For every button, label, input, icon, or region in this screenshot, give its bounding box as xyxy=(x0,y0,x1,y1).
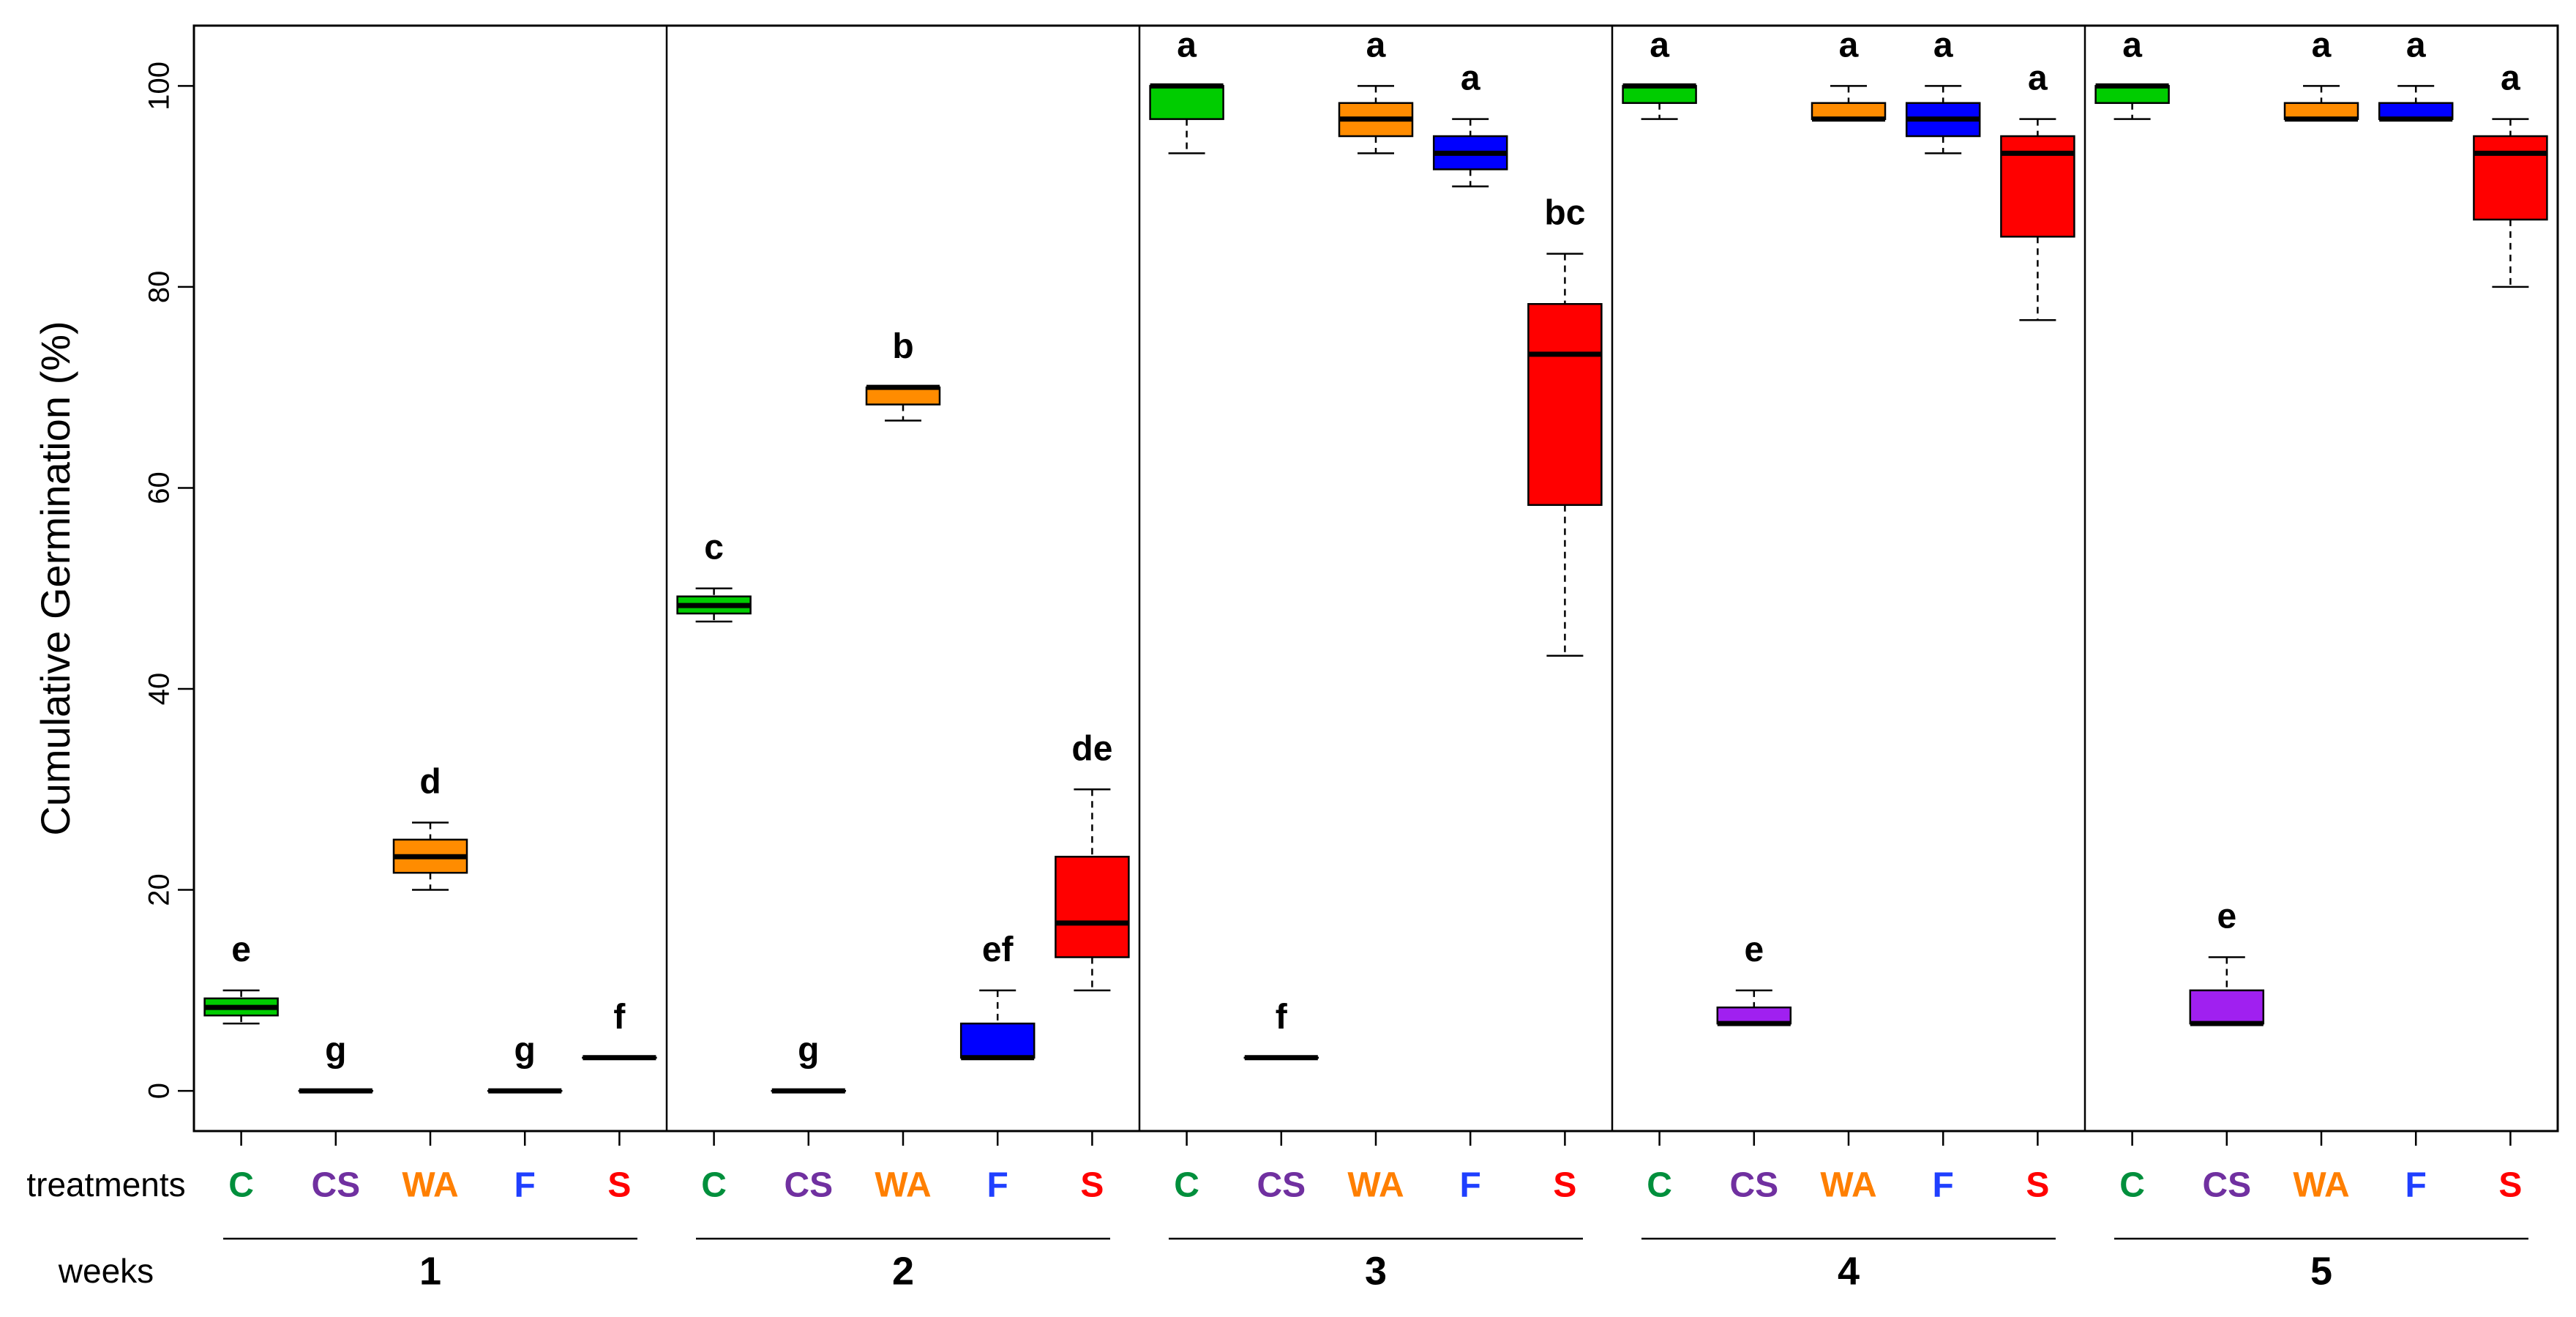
treatment-label-s: S xyxy=(1553,1166,1576,1205)
iqr-box xyxy=(1149,85,1224,120)
treatment-label-cs: CS xyxy=(1257,1166,1306,1205)
box-week4-f xyxy=(1905,85,1981,154)
box-week5-s xyxy=(2473,118,2548,288)
treatment-label-cs: CS xyxy=(1729,1166,1778,1205)
iqr-box xyxy=(959,1022,1036,1059)
box-week3-c xyxy=(1149,83,1224,154)
treatment-label-wa: WA xyxy=(875,1166,931,1205)
iqr-box xyxy=(1055,855,1130,958)
significance-letter: a xyxy=(2312,26,2332,64)
treatment-label-cs: CS xyxy=(311,1166,360,1205)
significance-letter: a xyxy=(2122,26,2142,64)
significance-letter: e xyxy=(1744,930,1764,969)
box-week4-wa xyxy=(1811,85,1887,122)
significance-letter: a xyxy=(1650,26,1669,64)
week-label-1: 1 xyxy=(419,1249,441,1293)
iqr-box xyxy=(2189,989,2265,1025)
y-tick-label: 0 xyxy=(143,1083,176,1099)
significance-letter: ef xyxy=(982,930,1014,969)
box-week2-f xyxy=(959,989,1036,1061)
significance-letter: g xyxy=(514,1031,536,1070)
week-label-2: 2 xyxy=(892,1249,914,1293)
significance-letter: e xyxy=(231,930,251,969)
significance-letter: a xyxy=(1839,26,1859,64)
iqr-box xyxy=(865,386,941,406)
significance-letter: g xyxy=(325,1031,346,1070)
significance-letter: a xyxy=(1366,26,1386,64)
week-label-3: 3 xyxy=(1365,1249,1387,1293)
box-week4-s xyxy=(2000,118,2075,321)
significance-letter: bc xyxy=(1544,194,1585,233)
y-tick-label: 100 xyxy=(143,61,176,111)
treatment-label-c: C xyxy=(701,1166,727,1205)
treatment-label-s: S xyxy=(607,1166,631,1205)
box-week2-wa xyxy=(865,384,941,422)
box-week5-wa xyxy=(2283,85,2359,122)
significance-letter: a xyxy=(2028,59,2048,98)
significance-letter: f xyxy=(1276,998,1288,1037)
treatment-label-f: F xyxy=(514,1166,536,1205)
significance-letter: a xyxy=(1177,26,1197,64)
treatment-label-wa: WA xyxy=(1347,1166,1404,1205)
box-week4-cs xyxy=(1716,989,1792,1026)
box-week3-f xyxy=(1432,118,1508,187)
box-week5-f xyxy=(2378,85,2454,122)
box-week2-c xyxy=(676,587,752,623)
treatment-label-f: F xyxy=(1460,1166,1481,1205)
axes-layer: 0 20 40 60 80 100 Cumulative Germination (%) xyxy=(32,61,2512,1146)
plot-frame xyxy=(192,24,2559,1133)
box-week4-c xyxy=(1622,83,1697,120)
treatment-label-s: S xyxy=(2498,1166,2522,1205)
treatment-label-c: C xyxy=(1647,1166,1672,1205)
y-tick-label: 80 xyxy=(143,271,176,304)
significance-letter: d xyxy=(419,763,441,802)
treatment-label-c: C xyxy=(1174,1166,1199,1205)
week-label-5: 5 xyxy=(2310,1249,2332,1293)
iqr-box xyxy=(2094,85,2170,104)
significance-letter: a xyxy=(2501,59,2520,98)
treatment-label-c: C xyxy=(2119,1166,2145,1205)
y-tick-label: 20 xyxy=(143,873,176,906)
significance-letter: e xyxy=(2217,898,2236,936)
treatments-row-label: treatments xyxy=(26,1165,185,1204)
y-tick-label: 40 xyxy=(143,673,176,706)
significance-letter: c xyxy=(704,529,724,567)
significance-letter: a xyxy=(2406,26,2426,64)
plot-area xyxy=(192,24,2559,1133)
treatment-label-cs: CS xyxy=(784,1166,833,1205)
treatment-label-f: F xyxy=(987,1166,1008,1205)
significance-letter: de xyxy=(1071,729,1112,768)
treatment-label-wa: WA xyxy=(2293,1166,2349,1205)
iqr-box xyxy=(1527,302,1603,507)
treatment-label-s: S xyxy=(1080,1166,1104,1205)
treatment-label-f: F xyxy=(1933,1166,1954,1205)
box-week5-cs xyxy=(2189,956,2265,1026)
iqr-box xyxy=(2473,135,2548,221)
significance-letter: b xyxy=(892,327,913,366)
treatment-label-wa: WA xyxy=(1820,1166,1876,1205)
y-tick-label: 60 xyxy=(143,471,176,504)
treatment-label-wa: WA xyxy=(402,1166,458,1205)
significance-letter: a xyxy=(1461,59,1480,98)
box-week3-s xyxy=(1527,253,1603,657)
treatment-label-s: S xyxy=(2026,1166,2049,1205)
significance-letter: g xyxy=(798,1031,819,1070)
boxes-layer: e g d g f c g b ef de a f a a bc a e a a a a e a a a xyxy=(203,26,2548,1094)
iqr-box xyxy=(1622,85,1697,104)
significance-letter: a xyxy=(1933,26,1953,64)
week-label-4: 4 xyxy=(1838,1249,1860,1293)
y-axis-label: Cumulative Germination (%) xyxy=(32,321,78,835)
treatment-label-f: F xyxy=(2405,1166,2427,1205)
box-week2-s xyxy=(1055,788,1130,992)
treatment-label-c: C xyxy=(228,1166,254,1205)
treatment-label-cs: CS xyxy=(2202,1166,2251,1205)
box-week3-wa xyxy=(1338,85,1414,154)
box-week1-wa xyxy=(392,821,468,891)
significance-letter: f xyxy=(613,998,626,1037)
box-week5-c xyxy=(2094,83,2170,120)
weeks-row-label: weeks xyxy=(58,1252,154,1290)
box-week1-c xyxy=(203,989,279,1025)
